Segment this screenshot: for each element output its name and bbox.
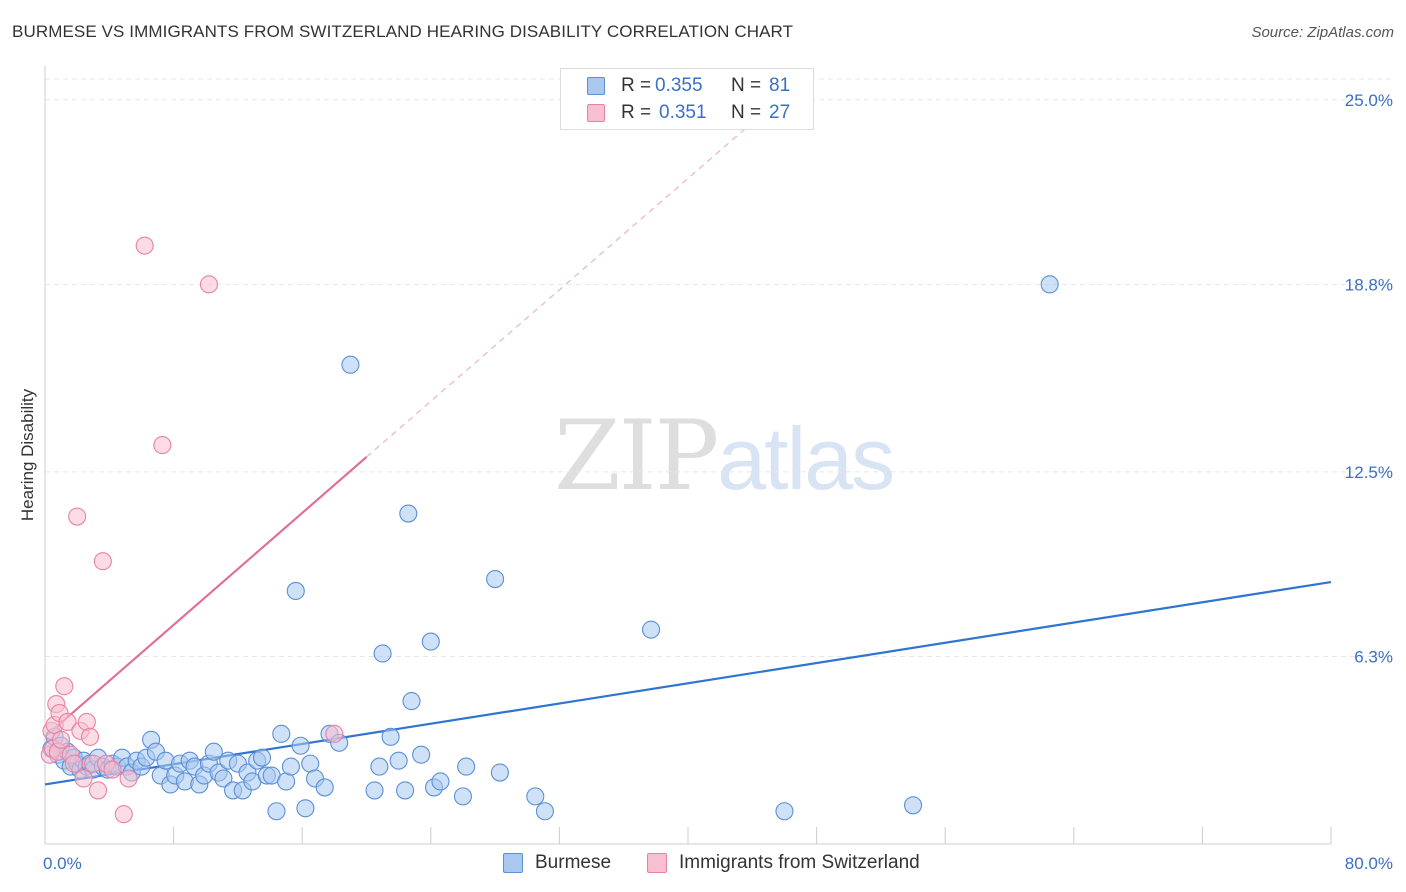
label-layer: 6.3% 12.5% 18.8% 25.0% 0.0% 80.0% — [43, 91, 1393, 873]
data-point-switzerland — [52, 730, 71, 749]
data-point-switzerland — [114, 805, 133, 824]
data-point-switzerland — [199, 275, 219, 294]
data-point-burmese — [402, 692, 421, 711]
bottom-legend-swatch-burmese — [503, 853, 523, 873]
x-tick-label-min: 0.0% — [43, 854, 82, 873]
data-point-switzerland — [55, 677, 74, 696]
grid-layer — [45, 78, 1392, 657]
data-point-burmese — [373, 644, 392, 663]
data-point-burmese — [389, 751, 408, 770]
data-point-burmese — [365, 781, 384, 800]
data-point-burmese — [291, 736, 310, 755]
data-point-burmese — [267, 802, 286, 821]
data-point-switzerland — [77, 712, 96, 731]
data-point-burmese — [272, 724, 291, 743]
data-point-switzerland — [93, 552, 112, 571]
data-point-switzerland — [103, 760, 122, 779]
data-point-burmese — [370, 757, 389, 776]
data-point-burmese — [315, 778, 334, 797]
data-point-burmese — [453, 787, 473, 806]
legend-r-label: R = — [621, 75, 652, 96]
y-tick-label: 12.5% — [1345, 463, 1393, 482]
legend-n-value: 27 — [769, 102, 791, 123]
data-point-burmese — [396, 781, 415, 800]
data-point-switzerland — [68, 507, 87, 526]
data-point-burmese — [490, 763, 509, 782]
data-point-burmese — [214, 769, 233, 788]
legend-n-label: N = — [731, 102, 762, 123]
data-point-burmese — [281, 757, 300, 776]
data-point-burmese — [486, 570, 505, 589]
data-point-burmese — [535, 802, 554, 821]
bottom-legend-swatch-switzerland — [647, 853, 667, 873]
data-point-switzerland — [153, 436, 172, 455]
legend-r-value: 0.355 — [655, 75, 703, 96]
data-point-burmese — [1040, 275, 1059, 294]
data-point-switzerland — [58, 712, 77, 731]
data-point-switzerland — [88, 781, 108, 800]
data-point-burmese — [296, 799, 315, 818]
data-point-burmese — [286, 581, 305, 601]
data-point-switzerland — [64, 754, 83, 773]
data-point-switzerland — [325, 724, 344, 743]
data-point-switzerland — [119, 769, 138, 788]
watermark-zip: ZIP — [554, 400, 719, 512]
data-point-burmese — [399, 504, 418, 523]
data-point-burmese — [641, 620, 661, 639]
point-layer — [40, 236, 1059, 824]
legend-swatch-switzerland — [587, 104, 605, 122]
trendline-switzerland — [44, 456, 368, 738]
bottom-legend-label-burmese: Burmese — [535, 852, 612, 873]
data-point-burmese — [421, 632, 440, 651]
data-point-burmese — [526, 787, 545, 806]
legend-r-value: 0.351 — [659, 102, 707, 123]
axis-layer — [44, 66, 1332, 845]
data-point-switzerland — [74, 769, 93, 788]
data-point-burmese — [381, 727, 400, 746]
data-point-burmese — [412, 745, 431, 764]
legend-r-label: R = — [621, 102, 652, 123]
legend-n-label: N = — [731, 75, 762, 96]
y-axis-label: Hearing Disability — [18, 388, 37, 522]
bottom-legend-label-switzerland: Immigrants from Switzerland — [679, 852, 920, 873]
data-point-burmese — [903, 796, 923, 815]
data-point-burmese — [204, 742, 223, 761]
data-point-burmese — [341, 355, 360, 374]
chart-source: Source: ZipAtlas.com — [1251, 24, 1394, 41]
legend-n-value: 81 — [769, 75, 791, 96]
chart-title: BURMESE VS IMMIGRANTS FROM SWITZERLAND H… — [12, 22, 794, 41]
trendline-switzerland-extension — [366, 108, 769, 458]
data-point-switzerland — [80, 727, 100, 746]
legend-swatch-burmese — [587, 77, 605, 95]
watermark: ZIPatlas — [554, 400, 895, 512]
correlation-legend: R = 0.355 N = 81 R = 0.351 N = 27 — [560, 68, 814, 130]
data-point-burmese — [252, 748, 272, 767]
watermark-atlas: atlas — [717, 409, 895, 508]
trendline-burmese — [44, 580, 1332, 786]
y-tick-label: 6.3% — [1354, 647, 1393, 666]
x-tick-label-max: 80.0% — [1345, 854, 1393, 873]
data-point-switzerland — [135, 236, 154, 255]
data-point-burmese — [775, 802, 794, 821]
y-tick-label: 25.0% — [1345, 91, 1393, 110]
trend-layer — [44, 108, 1332, 786]
data-point-burmese — [431, 772, 450, 791]
data-point-burmese — [457, 757, 476, 776]
y-tick-label: 18.8% — [1345, 275, 1393, 294]
